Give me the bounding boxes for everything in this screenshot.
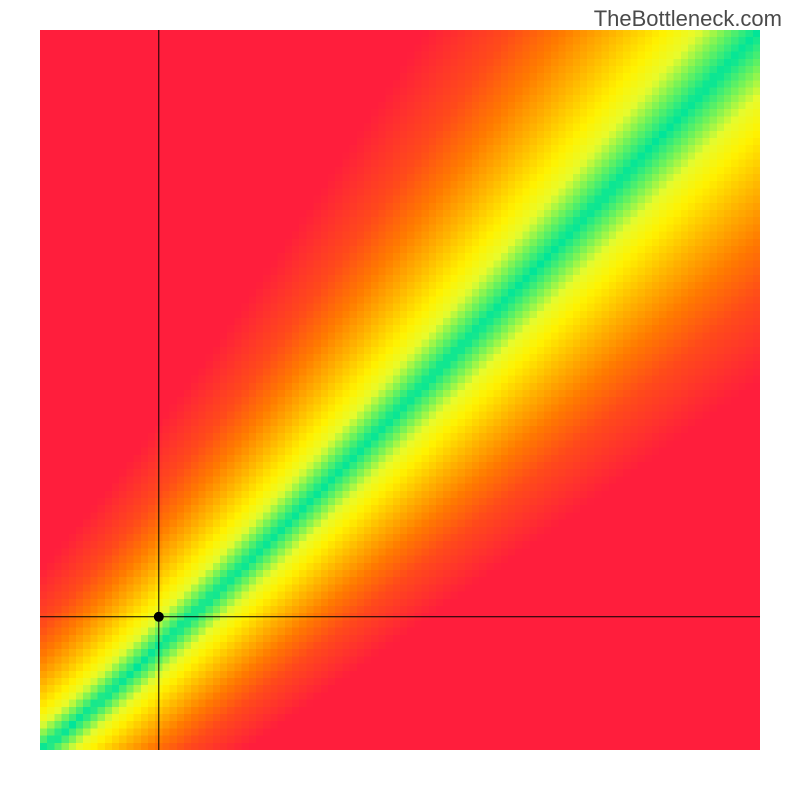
heatmap-canvas [40, 30, 760, 750]
bottleneck-heatmap [40, 30, 760, 750]
watermark-text: TheBottleneck.com [594, 6, 782, 32]
